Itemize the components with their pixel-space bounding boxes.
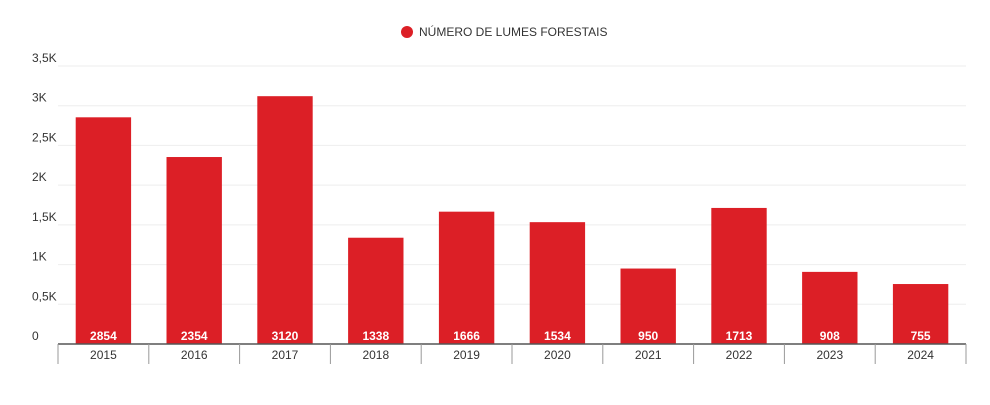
bar <box>257 96 313 344</box>
bar <box>348 237 404 344</box>
legend-swatch-icon <box>401 26 413 38</box>
bar-data-label: 755 <box>911 329 931 343</box>
x-tick-label: 2016 <box>181 348 208 362</box>
bar-data-label: 1666 <box>453 329 480 343</box>
y-tick-label: 2K <box>32 170 47 184</box>
x-tick-label: 2022 <box>726 348 753 362</box>
bar <box>529 222 586 344</box>
bar <box>620 268 676 344</box>
bar-data-label: 1534 <box>544 329 571 343</box>
bar <box>75 117 132 345</box>
x-tick-label: 2015 <box>90 348 117 362</box>
y-tick-label: 3K <box>32 91 47 105</box>
x-tick-label: 2023 <box>816 348 843 362</box>
bar <box>892 284 949 344</box>
bar-data-label: 2354 <box>181 329 208 343</box>
x-tick-label: 2017 <box>272 348 299 362</box>
y-axis-tick-labels: 0 0,5K 1K 1,5K 2K 2,5K 3K 3,5K <box>32 51 57 343</box>
legend: NÚMERO DE LUMES FORESTAIS <box>401 24 607 39</box>
legend-label: NÚMERO DE LUMES FORESTAIS <box>419 24 607 39</box>
y-tick-label: 0,5K <box>32 289 57 303</box>
bar <box>802 271 858 344</box>
y-tick-label: 0 <box>32 329 39 343</box>
y-tick-label: 2,5K <box>32 130 57 144</box>
x-tick-label: 2021 <box>635 348 662 362</box>
bar <box>166 157 222 344</box>
x-tick-label: 2019 <box>453 348 480 362</box>
bar-series: 2854 2354 3120 1338 1666 1534 950 1713 908 755 <box>75 96 949 345</box>
bar-data-label: 2854 <box>90 329 117 343</box>
x-tick-label: 2018 <box>362 348 389 362</box>
bar <box>711 207 767 344</box>
bar-data-label: 950 <box>638 329 658 343</box>
bar-data-label: 1338 <box>362 329 389 343</box>
y-tick-label: 1K <box>32 250 47 264</box>
bar-data-label: 3120 <box>272 329 299 343</box>
bar-data-label: 1713 <box>726 329 753 343</box>
bar <box>438 211 495 344</box>
bar-data-label: 908 <box>820 329 840 343</box>
x-tick-label: 2020 <box>544 348 571 362</box>
x-tick-label: 2024 <box>907 348 934 362</box>
y-tick-label: 1,5K <box>32 210 57 224</box>
y-tick-label: 3,5K <box>32 51 57 65</box>
x-axis: 2015 2016 2017 2018 2019 2020 2021 2022 2023 2024 <box>57 343 967 364</box>
